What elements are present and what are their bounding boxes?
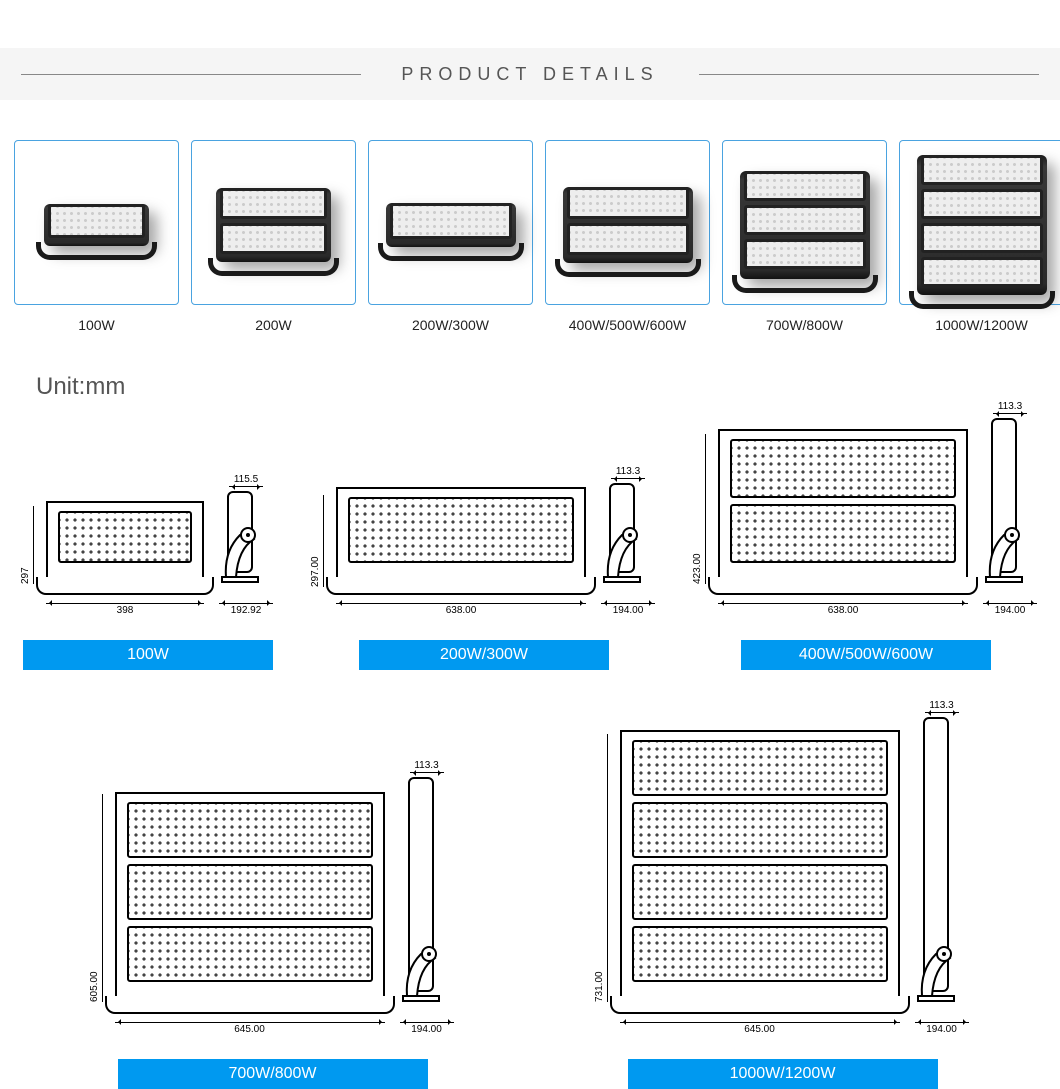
bracket-arm-icon bbox=[916, 944, 956, 1002]
tech-drawings-row-2: 605.00 645.00 113.3 194.00 700W/800W 731.00 6… bbox=[0, 670, 1060, 1089]
dimension-height: 605.00 bbox=[89, 794, 103, 1002]
product-thumbnail-box[interactable] bbox=[368, 140, 533, 305]
dimension-height: 297 bbox=[20, 506, 34, 584]
product-thumbnail-label: 100W bbox=[14, 317, 179, 333]
product-thumbnail: 200W/300W bbox=[368, 140, 533, 333]
dimension-depth-bottom: 194.00 bbox=[400, 1022, 454, 1035]
page-title: PRODUCT DETAILS bbox=[401, 64, 658, 85]
wattage-tag: 100W bbox=[23, 640, 273, 670]
bracket-arm-icon bbox=[602, 525, 642, 583]
product-thumbnail-box[interactable] bbox=[899, 140, 1060, 305]
product-thumbnail-box[interactable] bbox=[722, 140, 887, 305]
tech-drawing: 731.00 645.00 113.3 194.00 1000W/1200W bbox=[594, 700, 972, 1089]
product-thumbnails-row: 100W 200W 200W/300W 400W/500W/600W 700W/800W… bbox=[0, 100, 1060, 343]
bracket-arm-icon bbox=[984, 525, 1024, 583]
dimension-width: 638.00 bbox=[718, 603, 968, 616]
dimension-depth-bottom: 194.00 bbox=[601, 603, 655, 616]
product-thumbnail-label: 1000W/1200W bbox=[899, 317, 1060, 333]
wattage-tag: 700W/800W bbox=[118, 1059, 428, 1089]
dimension-depth-top: 113.3 bbox=[925, 700, 959, 713]
dimension-width: 645.00 bbox=[115, 1022, 385, 1035]
tech-drawing: 297 398 115.5 192.92 100W bbox=[20, 474, 276, 670]
tech-drawings-row-1: 297 398 115.5 192.92 100W 297.00 638.00 113.3 … bbox=[0, 401, 1060, 670]
product-thumbnail-box[interactable] bbox=[191, 140, 356, 305]
product-thumbnail: 100W bbox=[14, 140, 179, 333]
product-thumbnail: 400W/500W/600W bbox=[545, 140, 710, 333]
dimension-depth-top: 113.3 bbox=[611, 466, 645, 479]
product-thumbnail-label: 400W/500W/600W bbox=[545, 317, 710, 333]
tech-drawing: 297.00 638.00 113.3 194.00 200W/300W bbox=[310, 466, 658, 670]
front-view: 645.00 bbox=[620, 730, 900, 1035]
unit-label: Unit:mm bbox=[0, 343, 1060, 401]
product-thumbnail-label: 200W/300W bbox=[368, 317, 533, 333]
tech-drawing: 423.00 638.00 113.3 194.00 400W/500W/600W bbox=[692, 401, 1040, 670]
section-header: PRODUCT DETAILS bbox=[0, 48, 1060, 100]
dimension-height: 297.00 bbox=[310, 495, 324, 587]
side-view: 113.3 194.00 bbox=[598, 466, 658, 616]
bracket-arm-icon bbox=[220, 525, 260, 583]
product-thumbnail: 700W/800W bbox=[722, 140, 887, 333]
front-view: 398 bbox=[46, 501, 204, 616]
product-thumbnail: 1000W/1200W bbox=[899, 140, 1060, 333]
dimension-height: 423.00 bbox=[692, 434, 706, 584]
dimension-depth-top: 113.3 bbox=[993, 401, 1027, 414]
dimension-depth-top: 113.3 bbox=[410, 760, 444, 773]
front-view: 645.00 bbox=[115, 792, 385, 1035]
dimension-width: 398 bbox=[46, 603, 204, 616]
dimension-depth-bottom: 194.00 bbox=[983, 603, 1037, 616]
wattage-tag: 200W/300W bbox=[359, 640, 609, 670]
header-divider-right bbox=[699, 74, 1039, 75]
product-thumbnail-label: 700W/800W bbox=[722, 317, 887, 333]
dimension-width: 645.00 bbox=[620, 1022, 900, 1035]
tech-drawing: 605.00 645.00 113.3 194.00 700W/800W bbox=[89, 760, 457, 1089]
wattage-tag: 400W/500W/600W bbox=[741, 640, 991, 670]
side-view: 115.5 192.92 bbox=[216, 474, 276, 616]
side-view: 113.3 194.00 bbox=[912, 700, 972, 1035]
dimension-height: 731.00 bbox=[594, 734, 608, 1002]
front-view: 638.00 bbox=[718, 429, 968, 616]
product-thumbnail-box[interactable] bbox=[545, 140, 710, 305]
dimension-width: 638.00 bbox=[336, 603, 586, 616]
dimension-depth-bottom: 194.00 bbox=[915, 1022, 969, 1035]
product-thumbnail-box[interactable] bbox=[14, 140, 179, 305]
dimension-depth-top: 115.5 bbox=[229, 474, 263, 487]
dimension-depth-bottom: 192.92 bbox=[219, 603, 273, 616]
side-view: 113.3 194.00 bbox=[397, 760, 457, 1035]
side-view: 113.3 194.00 bbox=[980, 401, 1040, 616]
bracket-arm-icon bbox=[401, 944, 441, 1002]
product-thumbnail: 200W bbox=[191, 140, 356, 333]
header-divider-left bbox=[21, 74, 361, 75]
wattage-tag: 1000W/1200W bbox=[628, 1059, 938, 1089]
product-thumbnail-label: 200W bbox=[191, 317, 356, 333]
front-view: 638.00 bbox=[336, 487, 586, 616]
